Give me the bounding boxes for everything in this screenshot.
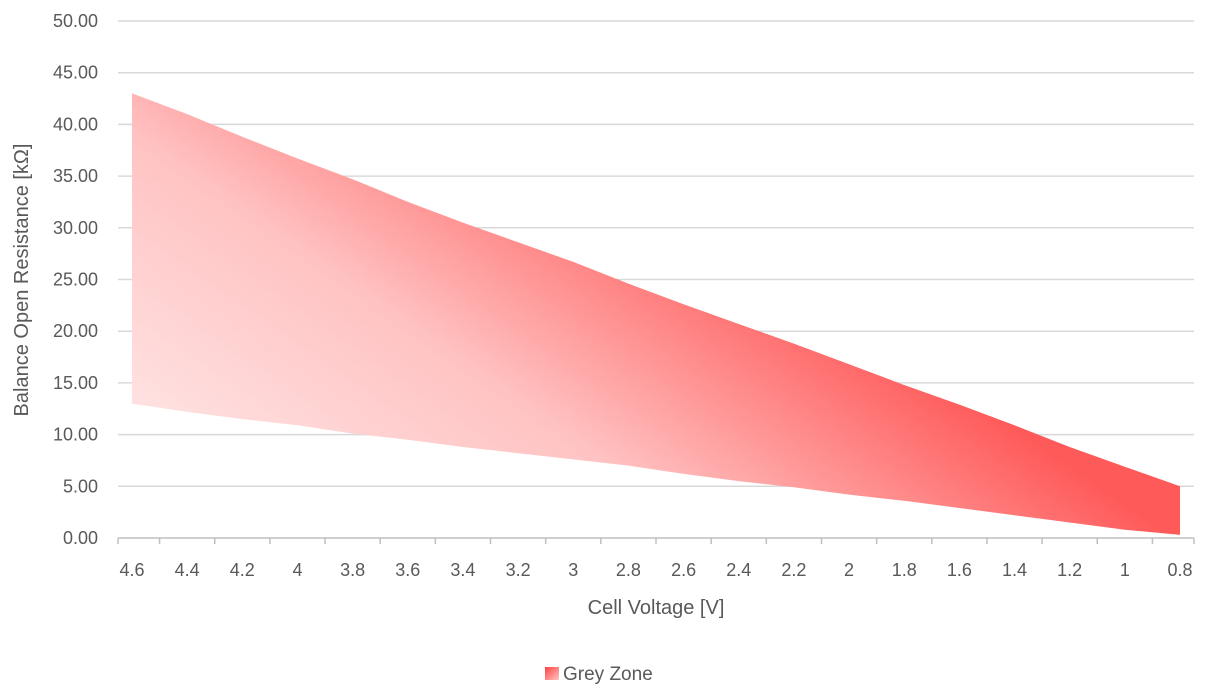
x-tick-label: 1.6 [947,560,972,580]
y-tick-label: 35.00 [53,166,98,186]
x-tick-label: 2 [844,560,854,580]
x-tick-label: 2.4 [726,560,751,580]
x-tick-label: 1 [1120,560,1130,580]
y-tick-label: 45.00 [53,63,98,83]
x-tick-label: 1.4 [1002,560,1027,580]
x-tick-label: 4.4 [175,560,200,580]
x-tick-label: 0.8 [1167,560,1192,580]
y-tick-label: 20.00 [53,321,98,341]
x-tick-label: 4 [292,560,302,580]
y-tick-label: 5.00 [63,476,98,496]
y-tick-label: 30.00 [53,218,98,238]
y-tick-label: 15.00 [53,373,98,393]
x-tick-label: 3.6 [395,560,420,580]
x-tick-label: 4.6 [119,560,144,580]
y-tick-label: 40.00 [53,114,98,134]
legend-swatch [545,667,559,680]
x-tick-label: 2.8 [616,560,641,580]
x-axis-title: Cell Voltage [V] [588,597,725,619]
y-tick-label: 10.00 [53,425,98,445]
y-axis: 0.00 5.00 10.00 15.00 20.00 25.00 30.00 35.00 40… [53,11,98,548]
x-tick-label: 1.8 [892,560,917,580]
series-area-layer [132,93,1180,535]
y-tick-label: 25.00 [53,270,98,290]
y-axis-title: Balance Open Resistance [kΩ] [11,144,33,417]
x-tick-label: 3 [568,560,578,580]
x-tick-label: 3.4 [450,560,475,580]
x-tick-label: 1.2 [1057,560,1082,580]
x-tick-label: 4.2 [230,560,255,580]
y-tick-label: 50.00 [53,11,98,31]
x-tick-label: 3.8 [340,560,365,580]
legend: Grey Zone [545,664,653,685]
x-tick-label: 2.6 [671,560,696,580]
x-tick-label: 2.2 [781,560,806,580]
y-tick-label: 0.00 [63,528,98,548]
x-tick-label: 3.2 [506,560,531,580]
x-axis: 4.6 4.4 4.2 4 3.8 3.6 3.4 3.2 3 2.8 2.6 2.4 2.2 2 1.8 1… [117,537,1195,580]
series-area-grey-zone [132,93,1180,535]
legend-label: Grey Zone [563,664,653,684]
